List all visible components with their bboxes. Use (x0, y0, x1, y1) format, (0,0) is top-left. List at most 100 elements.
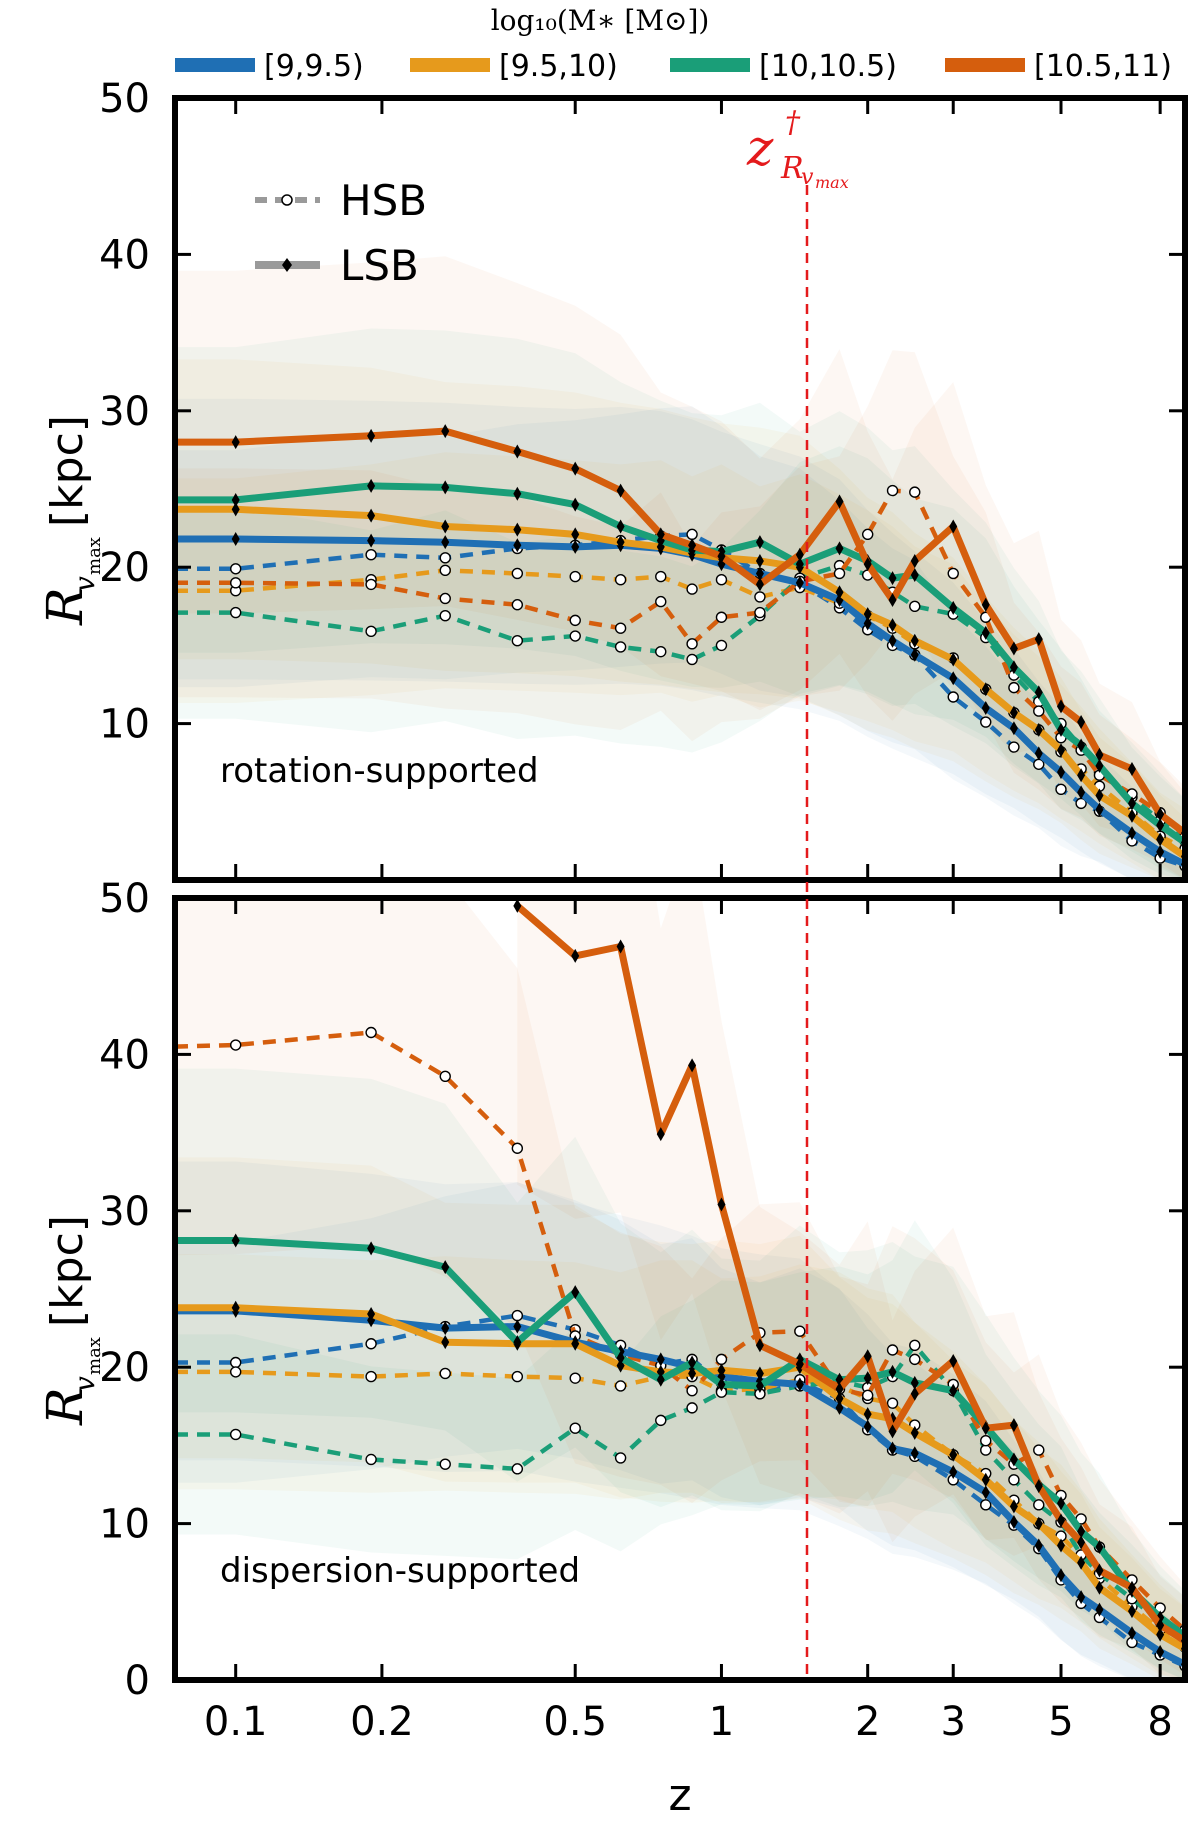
point-lsb-9.5-10 (688, 1366, 697, 1381)
point-hsb-10.5-11 (886, 484, 899, 497)
point-lsb-9-9.5 (1034, 1538, 1043, 1553)
annot-symbol: z (746, 119, 774, 177)
point-hsb-10-10.5 (439, 609, 451, 622)
annot-dagger: † (785, 105, 801, 140)
point-lsb-10.5-11 (1009, 641, 1018, 656)
point-lsb-9.5-10 (755, 1366, 764, 1381)
point-lsb-9.5-10 (949, 1447, 958, 1462)
point-lsb-9.5-10 (571, 1336, 580, 1351)
point-lsb-9.5-10 (1034, 722, 1043, 737)
point-hsb-9.5-10 (715, 574, 728, 586)
y-tick-label-top: 20 (99, 545, 150, 591)
point-hsb-10.5-11 (365, 578, 377, 591)
point-hsb-10.5-11 (794, 1325, 806, 1337)
point-lsb-9.5-10 (863, 1407, 872, 1422)
transition-redshift-label: z † R v max (746, 105, 849, 192)
point-lsb-10.5-11 (1034, 632, 1043, 647)
point-lsb-10.5-11 (910, 1386, 919, 1401)
point-lsb-9-9.5 (513, 538, 522, 553)
point-lsb-10-10.5 (231, 1233, 240, 1248)
x-axis-label: z (668, 1770, 691, 1821)
band-hsb-10.5-11 (175, 898, 1185, 1676)
band-lsb-10-10.5 (175, 328, 1185, 880)
x-tick-label: 0.5 (543, 1699, 607, 1745)
point-hsb-9-9.5 (439, 552, 451, 564)
y-tick-label-top: 10 (99, 702, 150, 748)
band-lsb-9-9.5 (175, 398, 1185, 880)
point-hsb-10.5-11 (861, 1389, 874, 1402)
point-lsb-9.5-10 (1127, 1604, 1136, 1619)
point-hsb-10.5-11 (886, 1344, 899, 1356)
lsb-legend-marker (282, 258, 292, 272)
point-lsb-9-9.5 (1056, 1568, 1065, 1583)
point-hsb-10-10.5 (686, 1402, 698, 1414)
ylabel-sub-top: v (68, 576, 101, 592)
point-hsb-10.5-11 (439, 592, 451, 605)
point-hsb-10-10.5 (569, 1422, 581, 1434)
point-lsb-9-9.5 (571, 539, 580, 554)
point-lsb-9.5-10 (835, 1391, 844, 1406)
uncertainty-bands-bottom (175, 898, 1185, 1680)
point-hsb-9.5-10 (886, 1397, 899, 1409)
point-lsb-10-10.5 (717, 1377, 726, 1392)
point-hsb-10.5-11 (511, 1142, 524, 1154)
point-lsb-10.5-11 (231, 435, 240, 450)
point-hsb-9-9.5 (980, 716, 992, 728)
legend-label-10-10.5: [10,10.5) (759, 49, 897, 84)
point-lsb-10.5-11 (863, 1349, 872, 1364)
frame-top (172, 95, 1188, 883)
y-tick-label-top: 40 (99, 232, 150, 278)
point-hsb-9.5-10 (511, 567, 524, 580)
point-lsb-9.5-10 (616, 535, 625, 550)
x-tick-label: 0.1 (204, 1699, 268, 1745)
point-hsb-9-9.5 (365, 1338, 377, 1350)
point-hsb-10.5-11 (569, 614, 581, 627)
point-hsb-10.5-11 (947, 567, 959, 580)
point-lsb-10-10.5 (863, 1371, 872, 1386)
legend-entry-10-10.5: [10,10.5) (670, 49, 897, 84)
point-lsb-9.5-10 (1056, 1538, 1065, 1553)
point-hsb-10.5-11 (511, 599, 524, 611)
point-lsb-9.5-10 (1009, 1499, 1018, 1514)
point-lsb-9.5-10 (835, 585, 844, 600)
point-hsb-10.5-11 (715, 611, 728, 623)
series-line-lsb-9-9.5 (175, 1307, 1185, 1668)
point-hsb-10-10.5 (655, 1414, 667, 1427)
legend-label-10.5-11: [10.5,11) (1034, 49, 1172, 84)
series-line-lsb-10-10.5 (175, 1237, 1185, 1639)
point-lsb-9.5-10 (513, 522, 522, 537)
point-lsb-9.5-10 (981, 682, 990, 697)
point-lsb-10-10.5 (1077, 738, 1086, 753)
point-lsb-10-10.5 (441, 1260, 450, 1275)
point-lsb-9.5-10 (441, 519, 450, 534)
ylabel-subsub-top: max (84, 537, 105, 575)
point-lsb-9-9.5 (835, 1400, 844, 1415)
ylabel-sub-bottom: v (68, 1376, 101, 1392)
point-hsb-10.5-11 (229, 1039, 242, 1051)
point-lsb-9.5-10 (1095, 1580, 1104, 1595)
point-lsb-10-10.5 (1095, 1540, 1104, 1555)
point-lsb-9-9.5 (1034, 746, 1043, 761)
point-lsb-9-9.5 (949, 1464, 958, 1479)
point-lsb-9-9.5 (949, 671, 958, 686)
y-tick-label-top: 30 (99, 389, 150, 435)
point-hsb-10-10.5 (715, 639, 728, 652)
point-lsb-10-10.5 (1009, 1452, 1018, 1467)
point-hsb-10-10.5 (980, 1444, 992, 1456)
point-lsb-10.5-11 (863, 557, 872, 572)
panel-dispersion-supported: dispersion-supported (172, 895, 1188, 1683)
point-lsb-9-9.5 (1095, 802, 1104, 817)
point-hsb-10.5-11 (861, 528, 874, 541)
legend-label-9-9.5: [9,9.5) (264, 49, 364, 84)
point-lsb-10-10.5 (910, 1375, 919, 1390)
point-lsb-10-10.5 (1056, 722, 1065, 737)
point-lsb-10.5-11 (1034, 1479, 1043, 1494)
point-hsb-9-9.5 (229, 1356, 242, 1369)
series-line-lsb-9.5-10 (175, 505, 1185, 860)
point-lsb-9-9.5 (1127, 1626, 1136, 1641)
y-tick-label-top: 50 (99, 76, 150, 122)
x-tick-label: 3 (941, 1699, 966, 1745)
point-hsb-9.5-10 (569, 570, 581, 583)
point-lsb-9.5-10 (1056, 743, 1065, 758)
point-lsb-10.5-11 (981, 597, 990, 612)
